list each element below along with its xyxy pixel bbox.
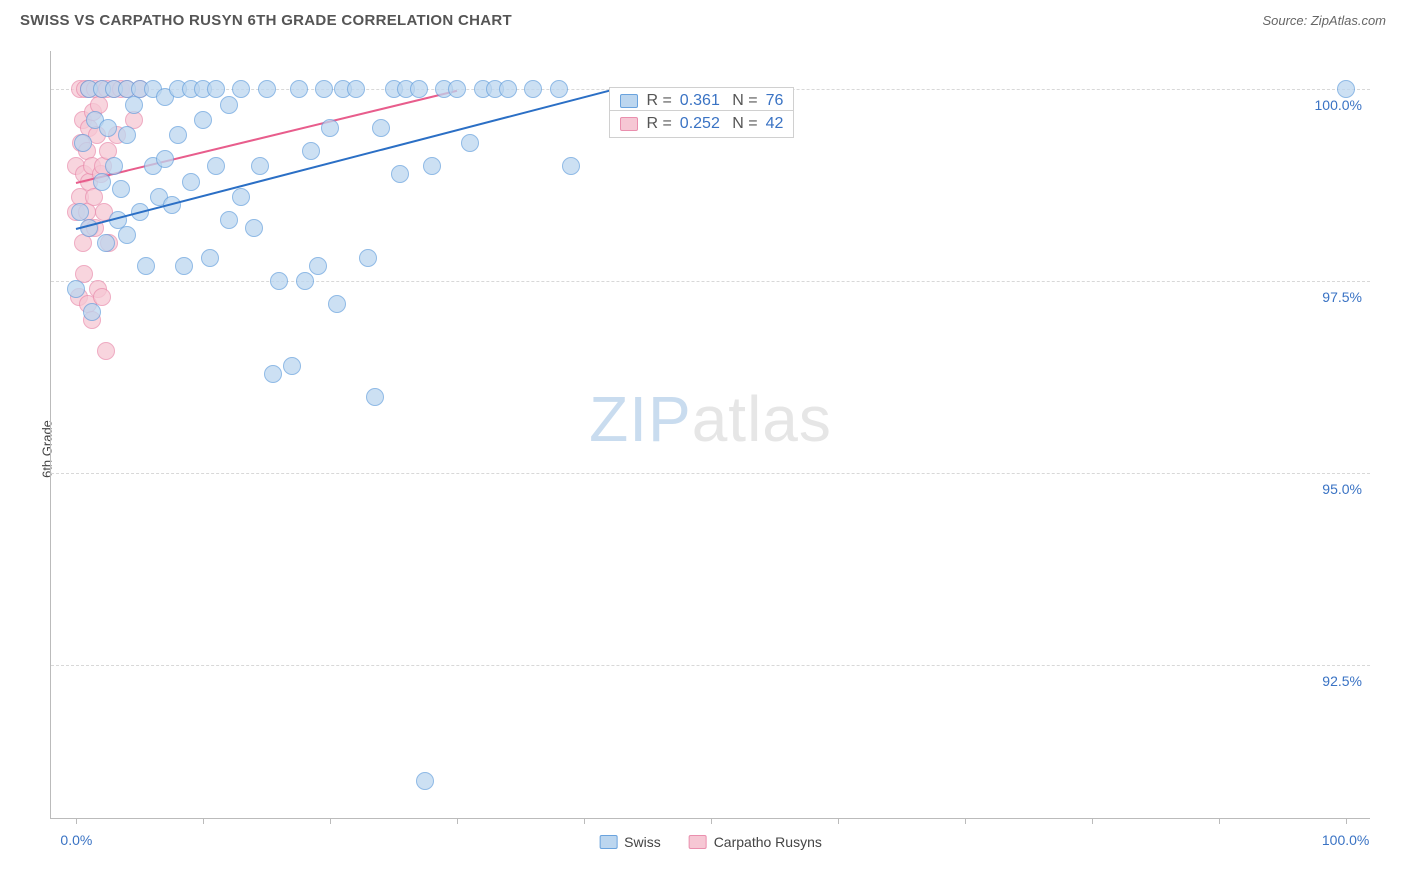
scatter-point-swiss: [93, 173, 111, 191]
scatter-point-swiss: [524, 80, 542, 98]
scatter-point-swiss: [270, 272, 288, 290]
scatter-point-swiss: [125, 96, 143, 114]
scatter-point-swiss: [245, 219, 263, 237]
scatter-point-swiss: [74, 134, 92, 152]
x-tick: [1092, 818, 1093, 824]
scatter-point-swiss: [105, 157, 123, 175]
scatter-point-swiss: [97, 234, 115, 252]
stat-n-value: 42: [766, 115, 784, 133]
y-tick-label: 92.5%: [1322, 673, 1362, 689]
stat-n-label: N =: [728, 92, 758, 110]
legend-swatch-swiss-icon: [599, 835, 617, 849]
watermark-light: atlas: [692, 383, 832, 455]
scatter-point-swiss: [118, 126, 136, 144]
x-tick: [965, 818, 966, 824]
scatter-point-swiss: [328, 295, 346, 313]
stat-r-value: 0.252: [680, 115, 720, 133]
scatter-point-swiss: [290, 80, 308, 98]
scatter-point-swiss: [359, 249, 377, 267]
y-tick-label: 100.0%: [1315, 97, 1362, 113]
x-tick: [711, 818, 712, 824]
stat-n-value: 76: [766, 92, 784, 110]
x-tick: [584, 818, 585, 824]
x-tick: [1346, 818, 1347, 824]
scatter-point-swiss: [251, 157, 269, 175]
legend-label: Carpatho Rusyns: [714, 834, 822, 850]
scatter-point-swiss: [207, 80, 225, 98]
scatter-point-swiss: [315, 80, 333, 98]
swatch-swiss-icon: [620, 94, 638, 108]
scatter-point-swiss: [118, 226, 136, 244]
stat-box-rusyn: R = 0.252 N = 42: [609, 110, 794, 138]
x-tick: [76, 818, 77, 824]
scatter-point-swiss: [232, 188, 250, 206]
legend-item-rusyn: Carpatho Rusyns: [689, 834, 822, 850]
y-tick-label: 97.5%: [1322, 289, 1362, 305]
scatter-point-swiss: [410, 80, 428, 98]
scatter-point-swiss: [499, 80, 517, 98]
stat-n-label: N =: [728, 115, 758, 133]
watermark: ZIPatlas: [589, 382, 832, 456]
scatter-point-swiss: [309, 257, 327, 275]
scatter-point-swiss: [169, 126, 187, 144]
scatter-point-swiss: [302, 142, 320, 160]
scatter-point-swiss: [448, 80, 466, 98]
scatter-point-swiss: [201, 249, 219, 267]
watermark-bold: ZIP: [589, 383, 692, 455]
scatter-point-swiss: [264, 365, 282, 383]
scatter-point-swiss: [366, 388, 384, 406]
x-tick: [203, 818, 204, 824]
x-tick: [1219, 818, 1220, 824]
scatter-point-swiss: [372, 119, 390, 137]
gridline-h: [51, 665, 1370, 666]
scatter-point-swiss: [258, 80, 276, 98]
scatter-point-swiss: [296, 272, 314, 290]
scatter-point-swiss: [194, 111, 212, 129]
stat-r-label: R =: [646, 115, 671, 133]
scatter-point-swiss: [182, 173, 200, 191]
scatter-point-swiss: [461, 134, 479, 152]
scatter-point-swiss: [220, 96, 238, 114]
gridline-h: [51, 281, 1370, 282]
gridline-h: [51, 473, 1370, 474]
scatter-point-swiss: [83, 303, 101, 321]
scatter-point-swiss: [321, 119, 339, 137]
scatter-point-rusyn: [74, 234, 92, 252]
chart-title: SWISS VS CARPATHO RUSYN 6TH GRADE CORREL…: [20, 12, 512, 29]
legend-item-swiss: Swiss: [599, 834, 661, 850]
scatter-point-swiss: [220, 211, 238, 229]
x-tick-label: 100.0%: [1322, 832, 1369, 848]
scatter-point-swiss: [550, 80, 568, 98]
scatter-point-swiss: [416, 772, 434, 790]
scatter-point-rusyn: [97, 342, 115, 360]
scatter-point-swiss: [207, 157, 225, 175]
plot-area: ZIPatlas SwissCarpatho Rusyns 100.0%97.5…: [50, 51, 1370, 819]
scatter-point-swiss: [175, 257, 193, 275]
stat-r-label: R =: [646, 92, 671, 110]
scatter-point-swiss: [156, 150, 174, 168]
scatter-point-swiss: [391, 165, 409, 183]
x-tick: [838, 818, 839, 824]
scatter-point-swiss: [1337, 80, 1355, 98]
legend-swatch-rusyn-icon: [689, 835, 707, 849]
scatter-point-swiss: [423, 157, 441, 175]
scatter-point-swiss: [562, 157, 580, 175]
stat-r-value: 0.361: [680, 92, 720, 110]
scatter-point-swiss: [232, 80, 250, 98]
legend-label: Swiss: [624, 834, 661, 850]
x-tick: [457, 818, 458, 824]
scatter-point-swiss: [99, 119, 117, 137]
source-label: Source: ZipAtlas.com: [1262, 13, 1386, 28]
scatter-point-swiss: [137, 257, 155, 275]
scatter-point-swiss: [283, 357, 301, 375]
x-tick: [330, 818, 331, 824]
y-tick-label: 95.0%: [1322, 481, 1362, 497]
scatter-point-swiss: [112, 180, 130, 198]
scatter-point-swiss: [67, 280, 85, 298]
x-tick-label: 0.0%: [60, 832, 92, 848]
legend: Swiss Carpatho Rusyns: [599, 834, 822, 850]
scatter-point-swiss: [347, 80, 365, 98]
chart-container: 6th Grade ZIPatlas SwissCarpatho Rusyns …: [0, 39, 1406, 859]
swatch-rusyn-icon: [620, 117, 638, 131]
